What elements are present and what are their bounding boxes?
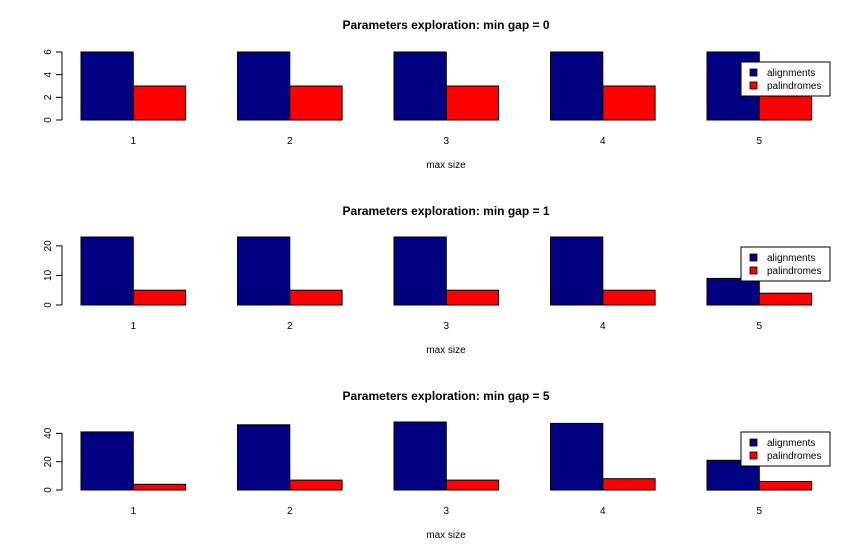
x-tick-label: 1 [131,136,137,147]
bar-alignments-3 [393,236,447,306]
bar-palindromes-4 [602,289,656,306]
x-axis-label: max size [426,345,466,356]
chart-title: Parameters exploration: min gap = 0 [342,18,549,32]
bar-palindromes-3 [445,289,500,306]
bar-palindromes-1 [132,85,187,121]
bar-alignments-3 [393,421,447,491]
bar-palindromes-5 [758,481,813,491]
chart-title: Parameters exploration: min gap = 1 [342,204,549,218]
chart-panel-3: Parameters exploration: min gap = 5 1 2 3 4 5… [43,389,831,541]
x-tick-label: 3 [444,506,450,517]
chart-panel-2: Parameters exploration: min gap = 1 1 2 3 4 5… [43,204,831,356]
y-tick-label: 0 [43,117,54,123]
legend-swatch-palindromes [749,266,758,275]
bar-palindromes-2 [289,289,343,306]
x-tick-label: 1 [131,321,137,332]
bar-palindromes-1 [132,289,187,306]
y-tick-label: 20 [43,240,54,252]
y-tick-label: 0 [43,487,54,493]
legend-box [740,61,831,97]
legend-swatch-alignments [749,438,758,447]
legend: alignments palindromes [740,61,831,97]
bar-alignments-2 [237,424,291,491]
legend-label-alignments: alignments [767,253,815,264]
x-tick-label: 2 [287,136,293,147]
x-tick-label: 4 [600,136,606,147]
bar-palindromes-3 [445,479,500,491]
y-tick-label: 10 [43,269,54,281]
legend-box [740,246,831,282]
bar-palindromes-5 [758,292,813,306]
y-tick-label: 40 [43,427,54,439]
legend-swatch-alignments [749,253,758,262]
legend-label-alignments: alignments [767,68,815,79]
bar-palindromes-4 [602,85,656,121]
bar-alignments-1 [80,236,134,306]
x-tick-label: 5 [757,506,763,517]
legend-swatch-palindromes [749,81,758,90]
legend-swatch-palindromes [749,451,758,460]
legend-label-alignments: alignments [767,438,815,449]
x-tick-label: 1 [131,506,137,517]
x-tick-label: 3 [444,136,450,147]
bar-palindromes-3 [445,85,500,121]
bar-alignments-1 [80,51,134,121]
bar-palindromes-1 [132,483,187,491]
bar-alignments-2 [237,236,291,306]
x-tick-label: 2 [287,321,293,332]
bar-palindromes-2 [289,479,343,491]
bar-alignments-1 [80,431,134,491]
x-tick-label: 5 [757,321,763,332]
bar-alignments-2 [237,51,291,121]
legend-label-palindromes: palindromes [767,81,821,92]
bar-alignments-5 [706,277,760,306]
bar-palindromes-4 [602,478,656,491]
y-tick-label: 0 [43,302,54,308]
x-tick-label: 2 [287,506,293,517]
x-axis-label: max size [426,160,466,171]
chart-title: Parameters exploration: min gap = 5 [342,389,549,403]
legend-box [740,431,831,467]
bar-alignments-3 [393,51,447,121]
legend-label-palindromes: palindromes [767,266,821,277]
bar-alignments-4 [550,236,604,306]
x-axis-label: max size [426,530,466,541]
bar-alignments-4 [550,51,604,121]
legend: alignments palindromes [740,246,831,282]
y-tick-label: 2 [43,94,54,100]
bar-alignments-4 [550,422,604,491]
legend-swatch-alignments [749,68,758,77]
x-tick-label: 5 [757,136,763,147]
x-tick-label: 3 [444,321,450,332]
y-tick-label: 20 [43,456,54,468]
y-tick-label: 4 [43,71,54,77]
legend-label-palindromes: palindromes [767,451,821,462]
x-tick-label: 4 [600,321,606,332]
chart-panel-1: Parameters exploration: min gap = 0 1 2 3 4 5… [43,18,831,171]
bar-palindromes-2 [289,85,343,121]
y-tick-label: 6 [43,49,54,55]
x-tick-label: 4 [600,506,606,517]
legend: alignments palindromes [740,431,831,467]
